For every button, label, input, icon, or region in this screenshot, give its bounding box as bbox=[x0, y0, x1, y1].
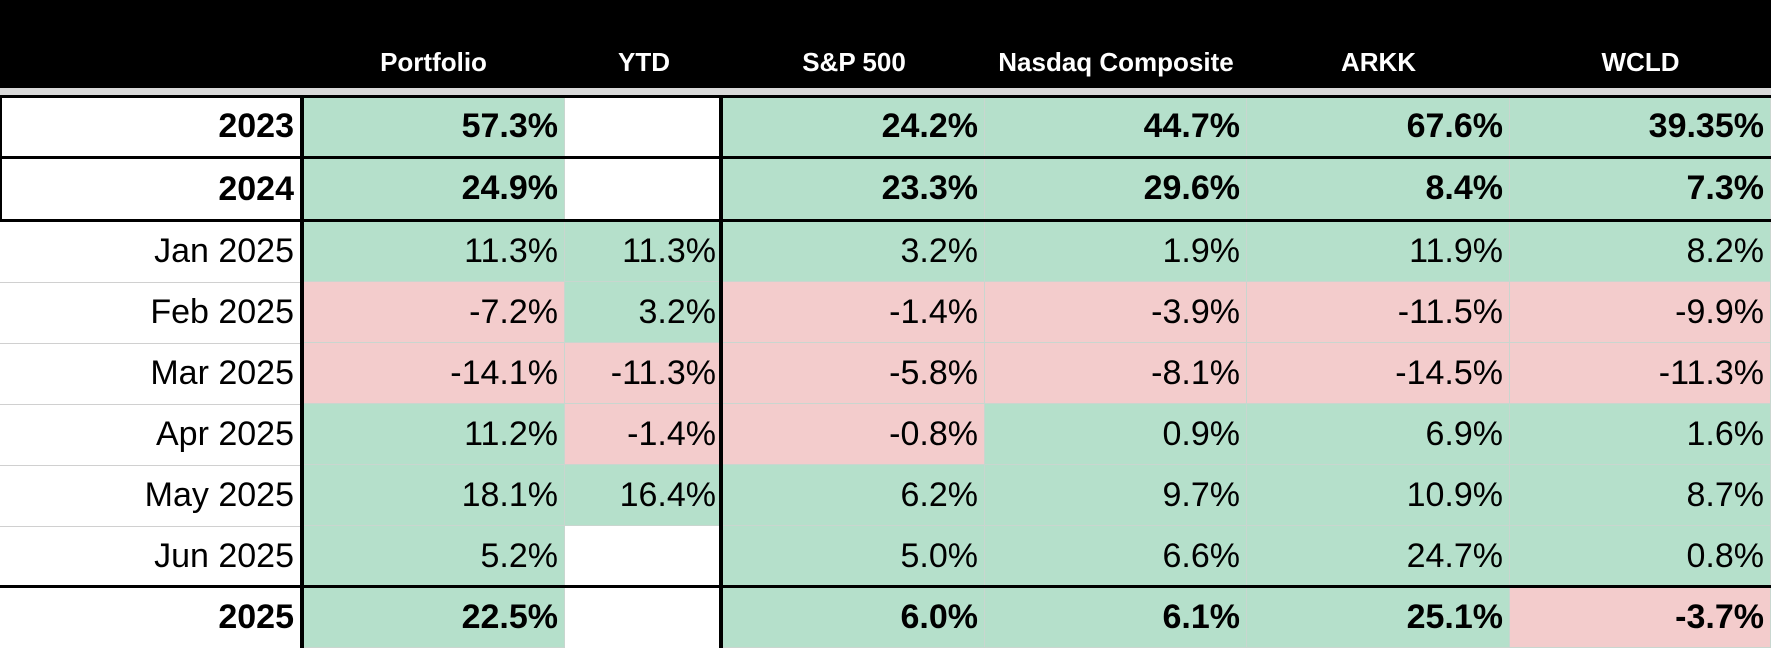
cell-nasdaq-composite: 6.1% bbox=[985, 587, 1247, 648]
cell-portfolio: -7.2% bbox=[302, 282, 565, 343]
cell-arkk: -14.5% bbox=[1247, 343, 1510, 404]
cell-s-p-500: 6.0% bbox=[723, 587, 985, 648]
row-label: Jun 2025 bbox=[0, 526, 302, 587]
row-label: 2023 bbox=[0, 96, 302, 157]
row-label: Feb 2025 bbox=[0, 282, 302, 343]
rule-before-total bbox=[0, 585, 1771, 588]
header-underline bbox=[0, 88, 1771, 96]
cell-s-p-500: -5.8% bbox=[723, 343, 985, 404]
cell-nasdaq-composite: 0.9% bbox=[985, 404, 1247, 465]
cell-s-p-500: 23.3% bbox=[723, 157, 985, 221]
cell-portfolio: 57.3% bbox=[302, 96, 565, 157]
row-label: Mar 2025 bbox=[0, 343, 302, 404]
cell-arkk: 24.7% bbox=[1247, 526, 1510, 587]
rule-after-2024 bbox=[0, 219, 1771, 222]
cell-portfolio: 11.2% bbox=[302, 404, 565, 465]
cell-wcld: 1.6% bbox=[1510, 404, 1771, 465]
cell-ytd: 11.3% bbox=[565, 221, 723, 282]
cell-wcld: 7.3% bbox=[1510, 157, 1771, 221]
cell-arkk: 6.9% bbox=[1247, 404, 1510, 465]
cell-arkk: 25.1% bbox=[1247, 587, 1510, 648]
cell-nasdaq-composite: 44.7% bbox=[985, 96, 1247, 157]
cell-portfolio: 18.1% bbox=[302, 465, 565, 526]
cell-wcld: 8.2% bbox=[1510, 221, 1771, 282]
rule-label-right bbox=[300, 95, 304, 648]
cell-s-p-500: 3.2% bbox=[723, 221, 985, 282]
cell-ytd: -1.4% bbox=[565, 404, 723, 465]
rule-ytd-right bbox=[719, 95, 723, 648]
cell-ytd: 3.2% bbox=[565, 282, 723, 343]
cell-nasdaq-composite: 9.7% bbox=[985, 465, 1247, 526]
cell-ytd: 16.4% bbox=[565, 465, 723, 526]
cell-ytd bbox=[565, 157, 723, 221]
cell-portfolio: 24.9% bbox=[302, 157, 565, 221]
cell-ytd bbox=[565, 96, 723, 157]
column-header-arkk: ARKK bbox=[1247, 0, 1510, 88]
rule-after-2023 bbox=[0, 156, 1771, 159]
row-divider bbox=[0, 343, 302, 344]
cell-portfolio: 5.2% bbox=[302, 526, 565, 587]
cell-wcld: 0.8% bbox=[1510, 526, 1771, 587]
cell-s-p-500: 6.2% bbox=[723, 465, 985, 526]
cell-portfolio: -14.1% bbox=[302, 343, 565, 404]
cell-ytd bbox=[565, 587, 723, 648]
cell-nasdaq-composite: -3.9% bbox=[985, 282, 1247, 343]
cell-portfolio: 11.3% bbox=[302, 221, 565, 282]
cell-nasdaq-composite: 6.6% bbox=[985, 526, 1247, 587]
row-label: 2025 bbox=[0, 587, 302, 648]
cell-arkk: -11.5% bbox=[1247, 282, 1510, 343]
row-label: Jan 2025 bbox=[0, 221, 302, 282]
row-divider bbox=[0, 465, 302, 466]
cell-wcld: -9.9% bbox=[1510, 282, 1771, 343]
cell-arkk: 67.6% bbox=[1247, 96, 1510, 157]
cell-s-p-500: -1.4% bbox=[723, 282, 985, 343]
row-divider bbox=[0, 404, 302, 405]
cell-wcld: -11.3% bbox=[1510, 343, 1771, 404]
cell-nasdaq-composite: -8.1% bbox=[985, 343, 1247, 404]
cell-arkk: 10.9% bbox=[1247, 465, 1510, 526]
column-header-nasdaq-composite: Nasdaq Composite bbox=[985, 0, 1247, 88]
cell-wcld: -3.7% bbox=[1510, 587, 1771, 648]
cell-s-p-500: -0.8% bbox=[723, 404, 985, 465]
rule-left bbox=[0, 95, 2, 221]
column-header-wcld: WCLD bbox=[1510, 0, 1771, 88]
row-label: May 2025 bbox=[0, 465, 302, 526]
rule-top bbox=[0, 95, 1771, 98]
cell-portfolio: 22.5% bbox=[302, 587, 565, 648]
column-header-s-p-500: S&P 500 bbox=[723, 0, 985, 88]
row-divider bbox=[0, 526, 302, 527]
cell-arkk: 11.9% bbox=[1247, 221, 1510, 282]
cell-ytd: -11.3% bbox=[565, 343, 723, 404]
cell-wcld: 8.7% bbox=[1510, 465, 1771, 526]
row-label: Apr 2025 bbox=[0, 404, 302, 465]
cell-wcld: 39.35% bbox=[1510, 96, 1771, 157]
column-header-ytd: YTD bbox=[565, 0, 723, 88]
cell-s-p-500: 5.0% bbox=[723, 526, 985, 587]
cell-arkk: 8.4% bbox=[1247, 157, 1510, 221]
row-label: 2024 bbox=[0, 157, 302, 221]
column-header-portfolio: Portfolio bbox=[302, 0, 565, 88]
cell-nasdaq-composite: 1.9% bbox=[985, 221, 1247, 282]
cell-nasdaq-composite: 29.6% bbox=[985, 157, 1247, 221]
row-divider bbox=[0, 282, 302, 283]
cell-s-p-500: 24.2% bbox=[723, 96, 985, 157]
cell-ytd bbox=[565, 526, 723, 587]
